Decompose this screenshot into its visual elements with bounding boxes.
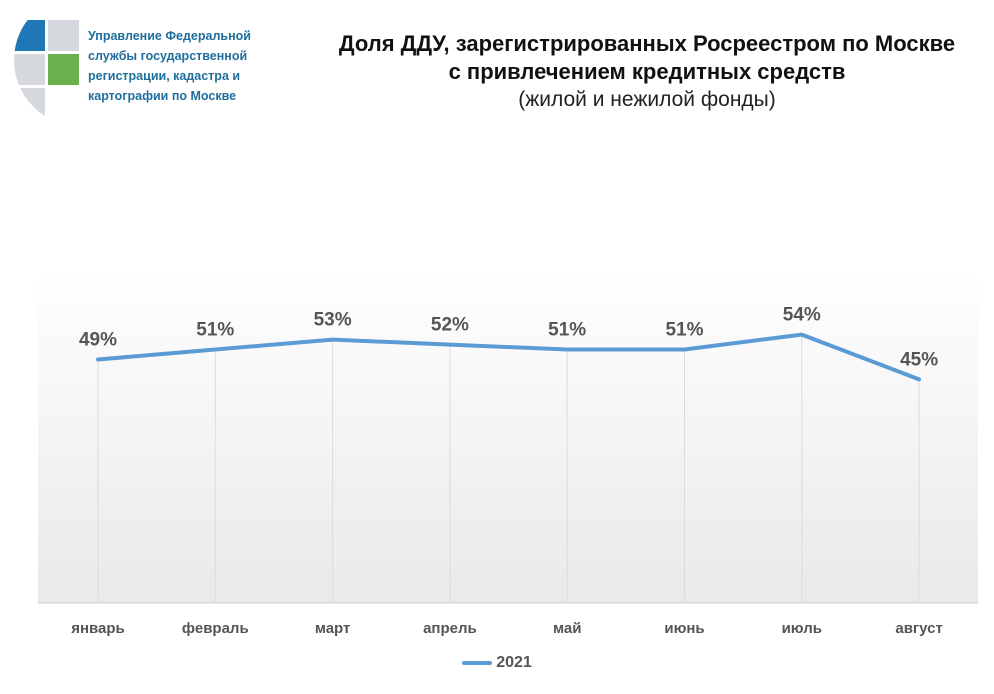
data-label: 51% (665, 320, 703, 341)
chart-subtitle: (жилой и нежилой фонды) (518, 88, 776, 111)
chart-title-line2: с привлечением кредитных средств (448, 59, 846, 84)
series-line-2021 (96, 332, 922, 382)
legend-label: 2021 (496, 654, 532, 671)
data-label: 51% (196, 320, 234, 341)
logo: Управление Федеральной службы государств… (12, 8, 272, 126)
data-labels: 49% 51% 53% 52% 51% 51% 54% 45% (79, 305, 938, 371)
rosreestr-emblem-icon (14, 20, 79, 122)
x-tick-label: июнь (664, 620, 704, 637)
data-label: 49% (79, 329, 117, 350)
x-tick-label: май (553, 620, 581, 637)
chart-title-line1: Доля ДДУ, зарегистрированных Росреестром… (338, 31, 956, 56)
x-tick-label: август (895, 620, 942, 637)
x-tick-label: июль (782, 620, 822, 637)
logo-text: Управление Федеральной службы государств… (88, 26, 272, 106)
data-label: 53% (314, 310, 352, 331)
x-tick-label: февраль (182, 620, 249, 637)
logo-line: Управление Федеральной (88, 29, 251, 43)
data-label: 51% (548, 320, 586, 341)
x-tick-label: январь (71, 620, 125, 637)
legend: 2021 (0, 654, 994, 672)
data-label: 54% (783, 305, 821, 326)
legend-swatch (462, 660, 493, 665)
data-label: 52% (431, 315, 469, 336)
x-tick-labels: январь февраль март апрель май июнь июль август (71, 620, 943, 637)
gridlines (97, 334, 920, 603)
logo-line: картографии по Москве (88, 89, 237, 103)
x-tick-label: март (315, 620, 351, 637)
x-tick-label: апрель (423, 620, 477, 637)
logo-line: регистрации, кадастра и (88, 69, 241, 83)
data-label: 45% (900, 349, 938, 370)
logo-line: службы государственной (88, 49, 248, 63)
plot-area (38, 270, 978, 603)
chart-header: Доля ДДУ, зарегистрированных Росреестром… (300, 30, 994, 114)
